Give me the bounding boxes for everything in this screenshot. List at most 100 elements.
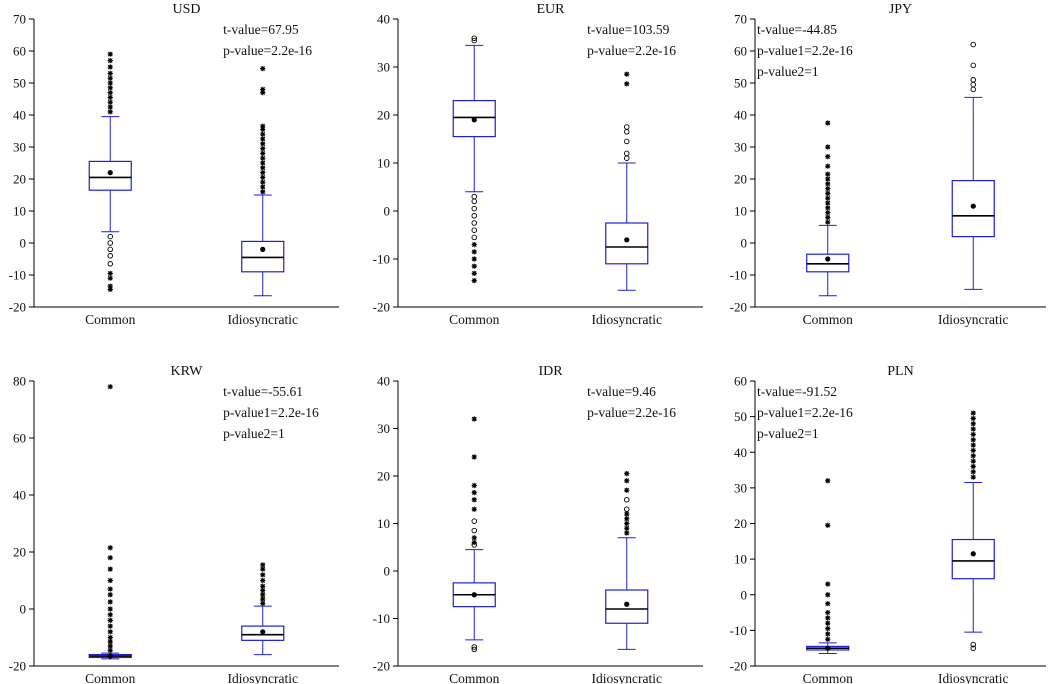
- y-tick-label: -20: [9, 659, 26, 674]
- outlier-star: [107, 555, 113, 561]
- outlier-star: [260, 179, 266, 185]
- outlier-star: [970, 442, 976, 448]
- y-tick-label: -10: [373, 611, 390, 626]
- x-tick-label: Idiosyncratic: [228, 671, 298, 684]
- outlier-star: [471, 416, 477, 422]
- x-tick-label: Common: [803, 312, 854, 327]
- outlier-star: [825, 186, 831, 192]
- y-tick-label: 10: [734, 552, 747, 567]
- x-tick-label: Idiosyncratic: [938, 671, 1008, 684]
- mean-marker: [970, 203, 976, 209]
- outlier-star: [260, 174, 266, 180]
- y-tick-label: 10: [377, 156, 390, 171]
- y-tick-label: 0: [384, 204, 391, 219]
- x-tick-label: Common: [85, 671, 136, 684]
- outlier-star: [624, 71, 630, 77]
- outlier-star: [970, 458, 976, 464]
- outlier-circle: [970, 77, 977, 83]
- outlier-star: [260, 141, 266, 147]
- outlier-star: [825, 592, 831, 598]
- outlier-star: [260, 587, 266, 594]
- outlier-circle: [624, 155, 630, 161]
- chart-panel-krw: KRW -20 0 20 40 60 80 t-value=-55.61 p-value1=2.…: [9, 364, 339, 684]
- outlier-circle: [107, 253, 113, 259]
- outlier-star: [107, 99, 113, 105]
- outlier-star: [260, 566, 266, 572]
- stat-annotation: t-value=-44.85: [757, 22, 837, 37]
- y-tick-label: -20: [373, 300, 390, 315]
- outlier-star: [825, 205, 831, 211]
- y-tick-label: 50: [734, 76, 747, 91]
- mean-marker: [624, 237, 630, 243]
- chart-panel-jpy: JPY -20 -10 0 10 20 30 40 50 60 70 t-value=-44.85 p-…: [730, 2, 1046, 327]
- outlier-star: [825, 609, 831, 616]
- mean-marker: [471, 117, 477, 123]
- chart-panel-usd: USD -20 -10 0 10 20 30 40 50 60 70 t-value=67.95 p-v…: [9, 2, 339, 327]
- outlier-star: [471, 270, 477, 276]
- outlier-circle: [624, 129, 630, 135]
- outlier-star: [107, 64, 113, 70]
- outlier-circle: [624, 497, 630, 503]
- outlier-star: [107, 75, 113, 81]
- y-tick-label: 40: [734, 445, 747, 460]
- mean-marker: [260, 246, 266, 252]
- y-tick-label: 0: [20, 602, 27, 617]
- outlier-star: [825, 144, 831, 150]
- y-tick-label: 40: [377, 12, 390, 27]
- outlier-circle: [624, 138, 630, 145]
- stat-annotation: p-value2=1: [223, 426, 285, 441]
- outlier-star: [970, 415, 976, 422]
- stat-annotation: p-value=2.2e-16: [587, 405, 676, 420]
- chart-panel-eur: EUR -20 -10 0 10 20 30 40 t-value=103.59 p-value=…: [373, 2, 703, 327]
- x-tick-label: Common: [803, 671, 854, 684]
- y-tick-label: 40: [13, 488, 26, 503]
- y-tick-label: -20: [9, 300, 26, 315]
- outlier-star: [107, 612, 113, 618]
- mean-marker: [825, 256, 831, 262]
- outlier-star: [970, 453, 976, 459]
- iqr-box: [951, 180, 995, 238]
- stat-annotation: p-value1=2.2e-16: [223, 405, 319, 420]
- chart-title: IDR: [538, 364, 563, 379]
- outlier-circle: [970, 62, 977, 69]
- y-tick-label: 50: [734, 409, 747, 424]
- y-tick-label: 0: [20, 236, 27, 251]
- mean-marker: [107, 653, 113, 659]
- outlier-star: [107, 109, 113, 115]
- outlier-circle: [471, 35, 478, 41]
- outlier-star: [260, 562, 266, 568]
- y-tick-label: 10: [13, 204, 26, 219]
- outlier-circle: [471, 227, 478, 233]
- outlier-circle: [624, 124, 630, 130]
- box-common: Common: [449, 35, 500, 327]
- y-tick-label: 20: [377, 469, 390, 484]
- outlier-star: [260, 184, 266, 190]
- box-common: Common: [803, 478, 854, 684]
- y-tick-label: 30: [377, 421, 390, 436]
- outlier-star: [107, 80, 113, 86]
- y-tick-label: 40: [734, 108, 747, 123]
- box-idiosyncratic: Idiosyncratic: [938, 41, 1008, 327]
- chart-title: PLN: [887, 364, 913, 379]
- outlier-star: [471, 535, 477, 541]
- y-tick-label: 20: [734, 172, 747, 187]
- outlier-star: [107, 270, 113, 276]
- outlier-star: [260, 170, 266, 176]
- outlier-star: [624, 487, 630, 493]
- outlier-star: [260, 146, 266, 152]
- box-idiosyncratic: Idiosyncratic: [228, 66, 298, 327]
- outlier-star: [107, 70, 113, 76]
- outlier-star: [825, 631, 831, 637]
- outlier-star: [825, 625, 831, 632]
- outlier-star: [260, 155, 266, 161]
- box-idiosyncratic: Idiosyncratic: [592, 471, 662, 684]
- y-tick-label: 40: [13, 108, 26, 123]
- y-tick-label: -10: [730, 268, 747, 283]
- outlier-star: [260, 572, 266, 578]
- outlier-circle: [107, 246, 113, 253]
- iqr-box: [605, 589, 649, 624]
- outlier-star: [471, 506, 477, 512]
- outlier-circle: [471, 213, 478, 219]
- y-tick-label: 60: [13, 44, 26, 59]
- outlier-star: [107, 599, 113, 605]
